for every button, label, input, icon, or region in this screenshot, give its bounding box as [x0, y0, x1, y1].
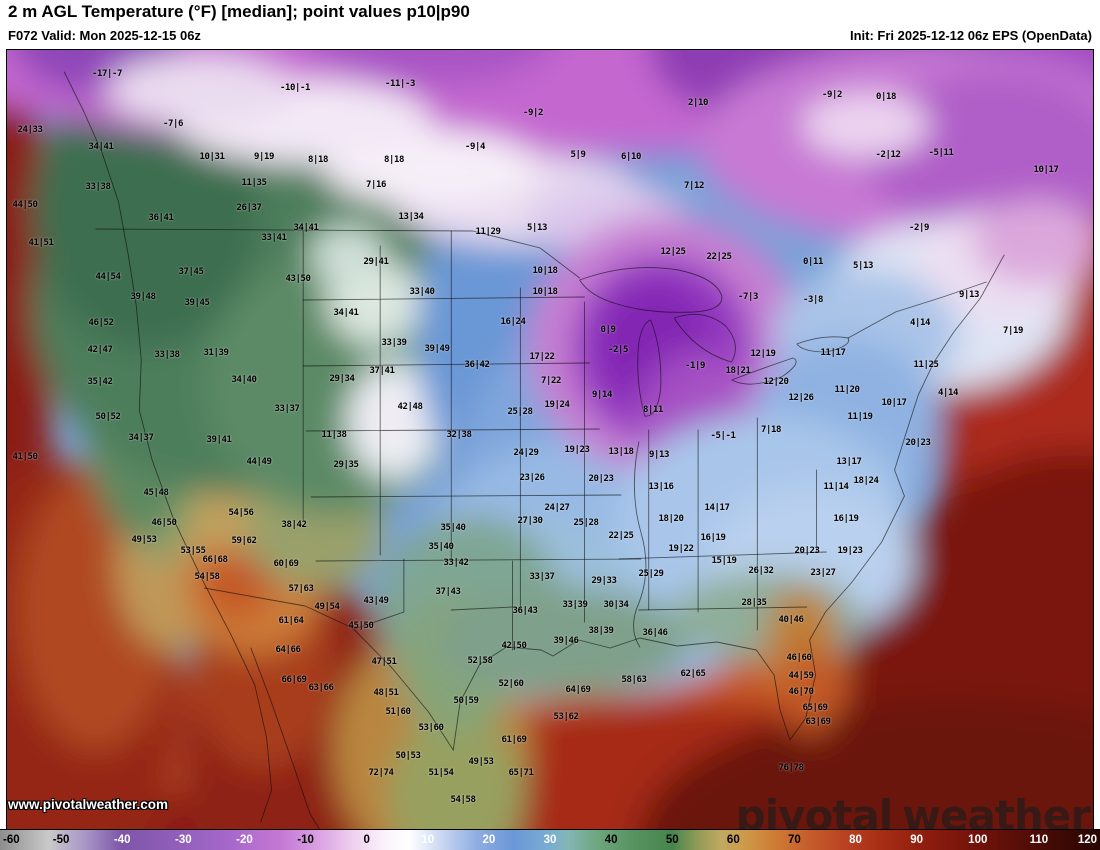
colorbar-tick-label: 80 — [849, 834, 862, 846]
colorbar-tick-label: -60 — [3, 834, 20, 846]
temperature-field-svg — [7, 50, 1093, 831]
init-time-label: Init: Fri 2025-12-12 06z EPS (OpenData) — [849, 28, 1092, 43]
colorbar-tick-label: -50 — [52, 834, 70, 846]
valid-time-label: F072 Valid: Mon 2025-12-15 06z — [8, 28, 201, 43]
colorbar-tick-label: -10 — [297, 834, 314, 846]
colorbar-tick-label: 10 — [421, 834, 435, 846]
geo-borders — [63, 71, 1005, 831]
colorbar-tick-label: 60 — [726, 834, 740, 846]
colorbar-tick-label: -40 — [113, 834, 131, 846]
site-watermark: www.pivotalweather.com — [8, 797, 169, 812]
header: 2 m AGL Temperature (°F) [median]; point… — [0, 0, 1100, 49]
colorbar-tick-label: 110 — [1029, 834, 1049, 846]
colorbar-tick-label: 100 — [968, 834, 988, 846]
colorbar-tick-label: 40 — [604, 834, 618, 846]
colorbar-tick-label: 0 — [363, 834, 370, 846]
colorbar-tick-label: 90 — [910, 834, 924, 846]
colorbar-tick-label: 70 — [788, 834, 801, 846]
colorbar-tick-label: -20 — [236, 834, 253, 846]
map-title: 2 m AGL Temperature (°F) [median]; point… — [8, 2, 470, 21]
colorbar-tick-label: -30 — [175, 834, 192, 846]
colorbar-tick-label: 30 — [543, 834, 557, 846]
weather-map[interactable] — [6, 49, 1094, 832]
colorbar: -60 -50 -40 -30 -20 -10 0 10 20 30 40 50 60 70 80 90 100… — [0, 829, 1100, 850]
colorbar-tick-label: 50 — [665, 834, 679, 846]
colorbar-ticks: -60 -50 -40 -30 -20 -10 0 10 20 30 40 50 60 70 80 90 100… — [0, 830, 1100, 850]
temperature-blobs — [7, 50, 1093, 831]
colorbar-tick-label: 120 — [1077, 834, 1097, 846]
colorbar-tick-label: 20 — [482, 834, 496, 846]
